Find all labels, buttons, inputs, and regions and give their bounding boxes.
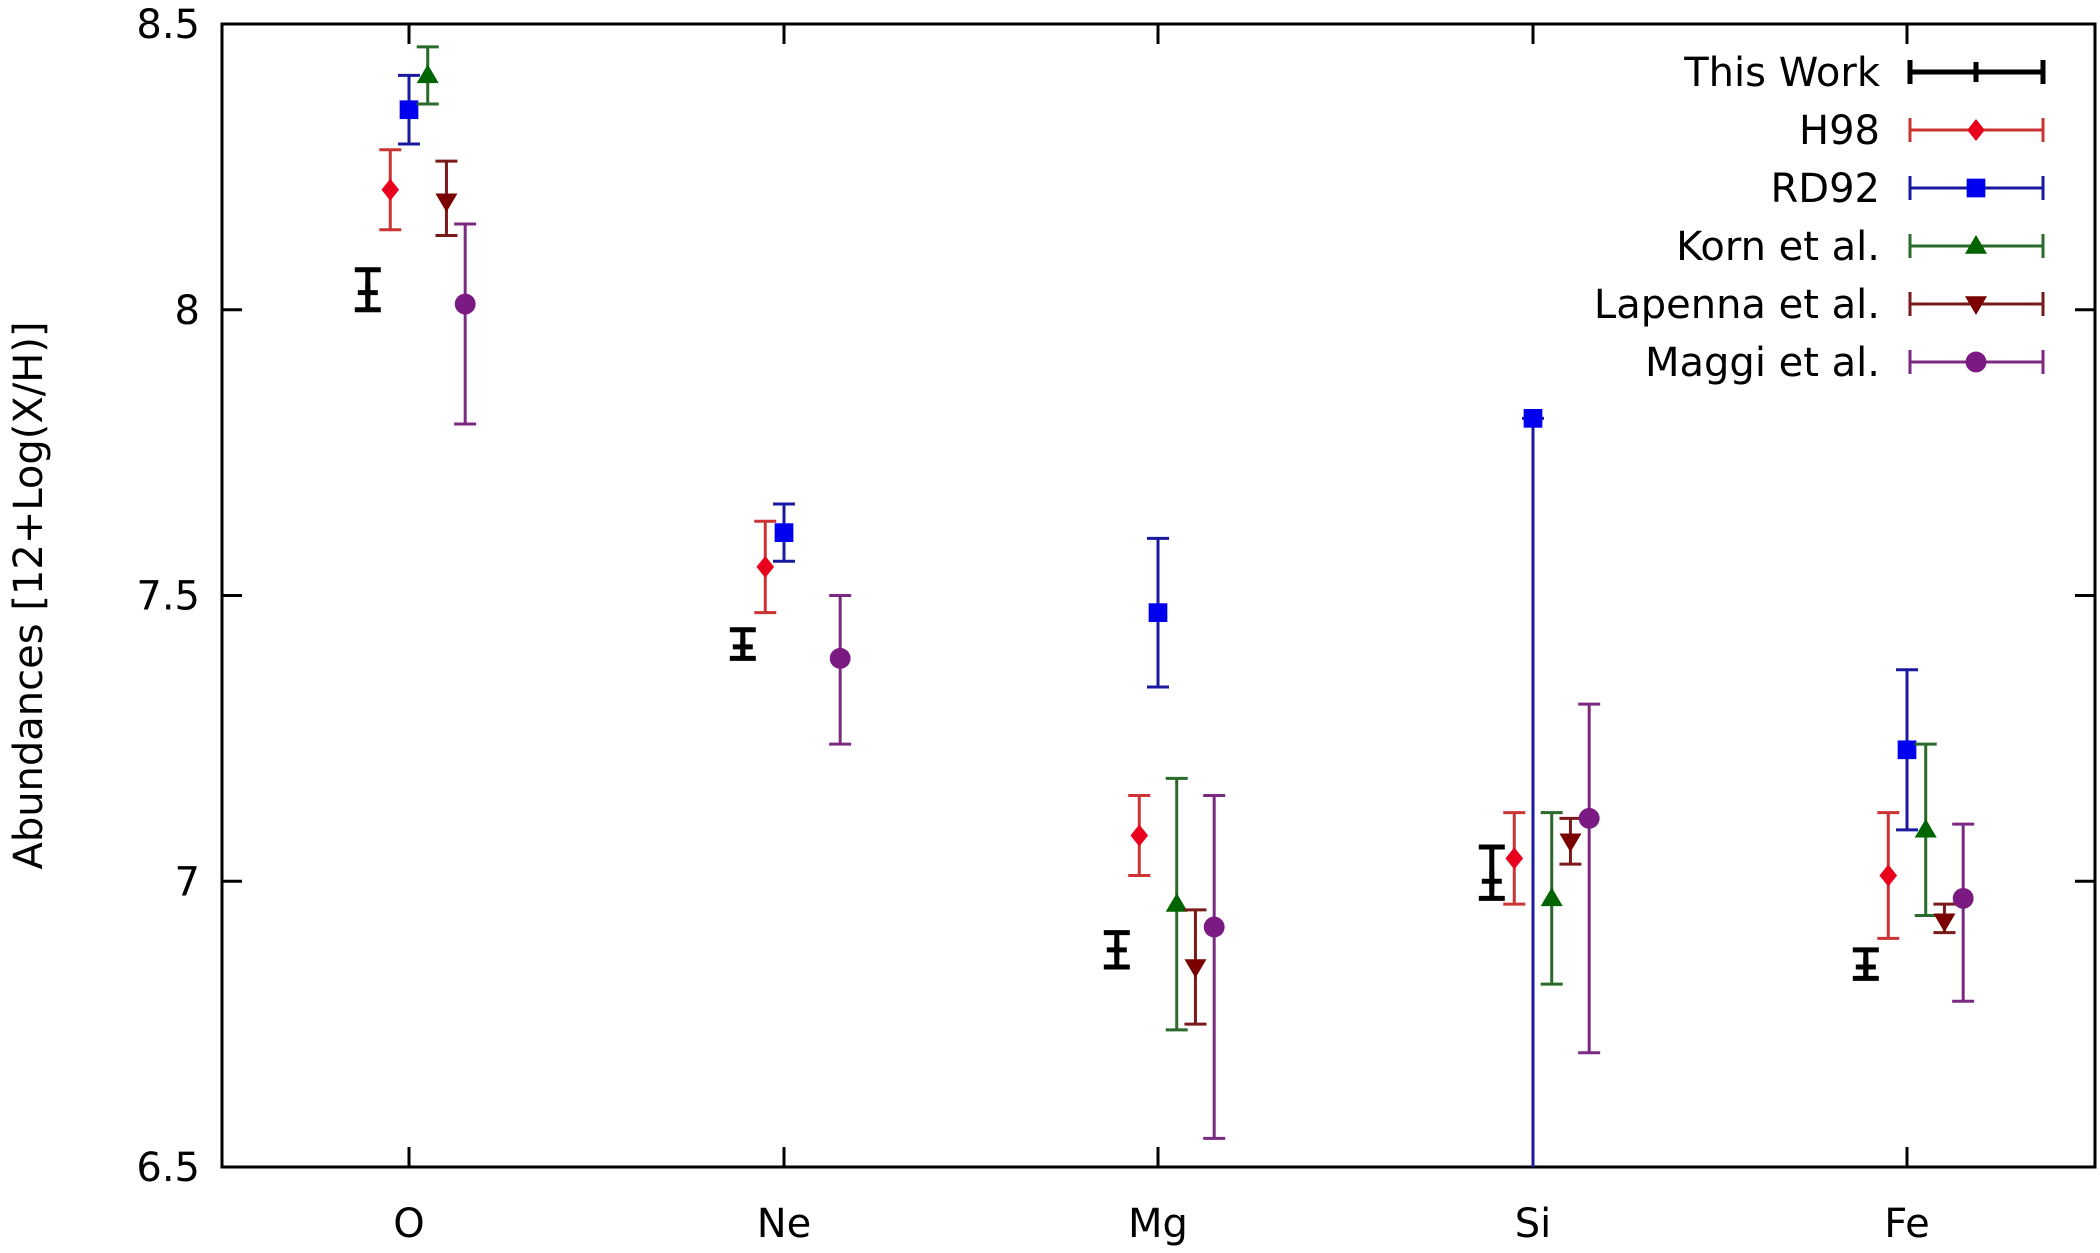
marker-diamond (1967, 119, 1985, 141)
data-point (435, 159, 458, 237)
legend-item: RD92 (1771, 166, 2045, 212)
marker-plus (732, 636, 753, 657)
y-tick-label: 8 (175, 288, 200, 334)
marker-square (1148, 603, 1168, 622)
data-point (729, 627, 756, 661)
data-point (1203, 794, 1226, 1140)
y-tick-label: 7 (175, 859, 200, 905)
marker-circle (1203, 916, 1225, 938)
legend-item: Lapenna et al. (1594, 282, 2045, 328)
data-point (1128, 794, 1151, 878)
marker-triangle-down (1965, 296, 1987, 315)
data-point (1896, 668, 1918, 832)
legend-item: Korn et al. (1676, 224, 2045, 270)
legend-item: This Work (1683, 50, 2046, 96)
data-point (1184, 908, 1207, 1026)
legend-label: H98 (1799, 108, 1880, 154)
series-5 (454, 222, 1975, 1140)
marker-triangle-up (1965, 235, 1987, 254)
data-point (398, 73, 420, 146)
marker-circle (1965, 351, 1987, 373)
marker-square (1523, 408, 1543, 428)
data-point (1503, 811, 1526, 906)
data-point (379, 148, 402, 232)
marker-circle (1578, 807, 1600, 829)
data-point (1877, 811, 1900, 940)
marker-plus (1106, 939, 1127, 960)
x-tick-label: O (393, 1201, 424, 1247)
marker-circle (829, 647, 851, 669)
data-point (1478, 844, 1505, 901)
data-point (1852, 947, 1879, 981)
marker-triangle-down (1559, 833, 1582, 853)
marker-triangle-up (1165, 893, 1188, 912)
data-point (1914, 742, 1937, 918)
legend-label: Lapenna et al. (1594, 282, 1880, 328)
marker-triangle-down (1933, 913, 1956, 933)
data-point (1952, 822, 1975, 1003)
marker-plus (357, 282, 378, 303)
data-point (1103, 930, 1130, 970)
data-point (1578, 702, 1601, 1055)
marker-plus (1481, 871, 1502, 892)
marker-triangle-up (1540, 887, 1563, 907)
marker-triangle-down (1184, 959, 1207, 978)
marker-square (399, 100, 419, 120)
series-2 (398, 73, 1918, 1167)
legend-label: Maggi et al. (1645, 340, 1880, 386)
data-point (1559, 816, 1582, 866)
legend: This Work H98 RD92 Korn et al. Lapenna et al… (1594, 50, 2046, 386)
x-tick-label: Fe (1884, 1201, 1929, 1247)
marker-circle (454, 293, 476, 315)
data-point (754, 519, 777, 615)
marker-triangle-up (1914, 818, 1937, 838)
y-tick-label: 8.5 (136, 2, 200, 48)
data-point (354, 267, 381, 313)
marker-diamond (756, 555, 775, 578)
data-point (773, 502, 795, 563)
data-point (454, 222, 477, 426)
x-tick-label: Mg (1128, 1201, 1188, 1247)
data-point (416, 45, 439, 106)
marker-square (1897, 740, 1917, 760)
marker-square (774, 523, 794, 542)
marker-diamond (1879, 864, 1898, 887)
marker-diamond (381, 178, 400, 201)
marker-circle (1952, 887, 1974, 909)
series-3 (416, 45, 1937, 1032)
data-point (1933, 902, 1956, 935)
marker-diamond (1505, 847, 1524, 870)
axes-layer: 6.5 7 7.5 8 8.5 O Ne Mg Si Fe Abundances [12+Log(X… (6, 2, 2095, 1247)
y-tick-label: 6.5 (136, 1145, 200, 1191)
data-point (1147, 536, 1169, 689)
marker-triangle-up (416, 64, 439, 84)
data-point (1522, 408, 1544, 1167)
data-point (829, 594, 852, 746)
legend-label: This Work (1683, 50, 1881, 96)
legend-item: H98 (1799, 108, 2045, 154)
data-point (1165, 776, 1188, 1032)
marker-plus (1966, 62, 1986, 82)
y-axis-title: Abundances [12+Log(X/H)] (6, 321, 52, 869)
series-0 (354, 267, 1879, 981)
series-4 (435, 159, 1956, 1026)
series-1 (379, 148, 1900, 940)
x-tick-label: Si (1515, 1201, 1552, 1247)
marker-triangle-down (435, 193, 458, 213)
marker-diamond (1130, 824, 1149, 847)
y-tick-label: 7.5 (136, 574, 200, 620)
marker-square (1966, 178, 1986, 198)
marker-plus (1855, 956, 1876, 977)
data-point (1540, 811, 1563, 986)
legend-label: Korn et al. (1676, 224, 1880, 270)
data-layer (354, 45, 1975, 1167)
legend-item: Maggi et al. (1645, 340, 2045, 386)
legend-label: RD92 (1771, 166, 1881, 212)
x-tick-label: Ne (757, 1201, 812, 1247)
